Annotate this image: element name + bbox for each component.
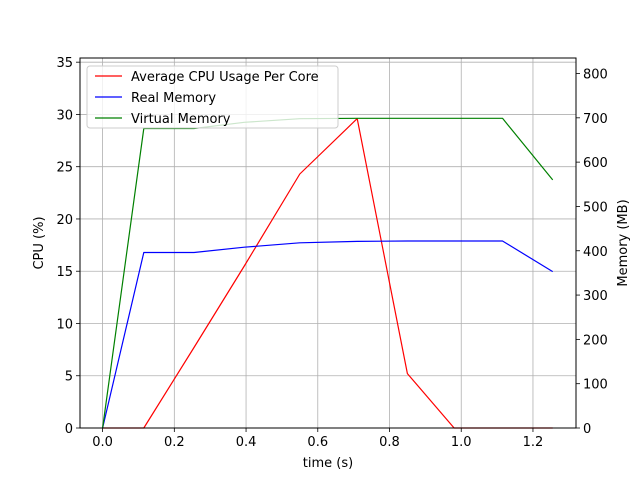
legend-label-cpu: Average CPU Usage Per Core — [131, 70, 319, 85]
y-right-tick-label: 300 — [583, 289, 608, 304]
x-tick-label: 0.4 — [236, 435, 257, 450]
y-left-tick-label: 30 — [56, 108, 73, 123]
legend-label-virtual-memory: Virtual Memory — [131, 112, 231, 127]
y-left-tick-label: 25 — [56, 161, 73, 176]
x-tick-label: 0.2 — [164, 435, 185, 450]
y-left-tick-label: 5 — [65, 370, 73, 385]
y-right-tick-label: 400 — [583, 245, 608, 260]
y-right-tick-label: 200 — [583, 333, 608, 348]
x-tick-label: 0.8 — [379, 435, 400, 450]
y-left-axis-label: CPU (%) — [32, 216, 47, 269]
y-left-tick-label: 15 — [56, 265, 73, 280]
x-axis-label: time (s) — [303, 456, 353, 471]
y-right-tick-label: 600 — [583, 156, 608, 171]
y-right-axis-label: Memory (MB) — [616, 199, 631, 286]
y-left-axis-ticks: 0 5 10 15 20 25 30 35 — [56, 56, 80, 437]
x-tick-label: 0.0 — [92, 435, 113, 450]
y-right-axis-ticks: 0 100 200 300 400 500 600 700 800 — [576, 68, 608, 437]
plot-frame — [79, 57, 577, 429]
legend: Average CPU Usage Per Core Real Memory V… — [86, 65, 339, 129]
legend-box — [86, 65, 339, 129]
y-left-tick-label: 20 — [56, 213, 73, 228]
y-right-tick-label: 800 — [583, 68, 608, 83]
y-right-tick-label: 100 — [583, 378, 608, 393]
y-right-tick-label: 700 — [583, 112, 608, 127]
y-right-tick-label: 0 — [583, 422, 591, 437]
series-line-real-memory — [102, 240, 554, 429]
x-axis-ticks: 0.0 0.2 0.4 0.6 0.8 1.0 1.2 — [92, 428, 543, 450]
y-right-tick-label: 500 — [583, 200, 608, 215]
x-tick-label: 0.6 — [307, 435, 328, 450]
x-tick-label: 1.2 — [523, 435, 544, 450]
y-left-tick-label: 0 — [65, 422, 73, 437]
y-left-tick-label: 10 — [56, 317, 73, 332]
legend-label-real-memory: Real Memory — [131, 91, 216, 106]
y-left-tick-label: 35 — [56, 56, 73, 71]
x-tick-label: 1.0 — [451, 435, 472, 450]
